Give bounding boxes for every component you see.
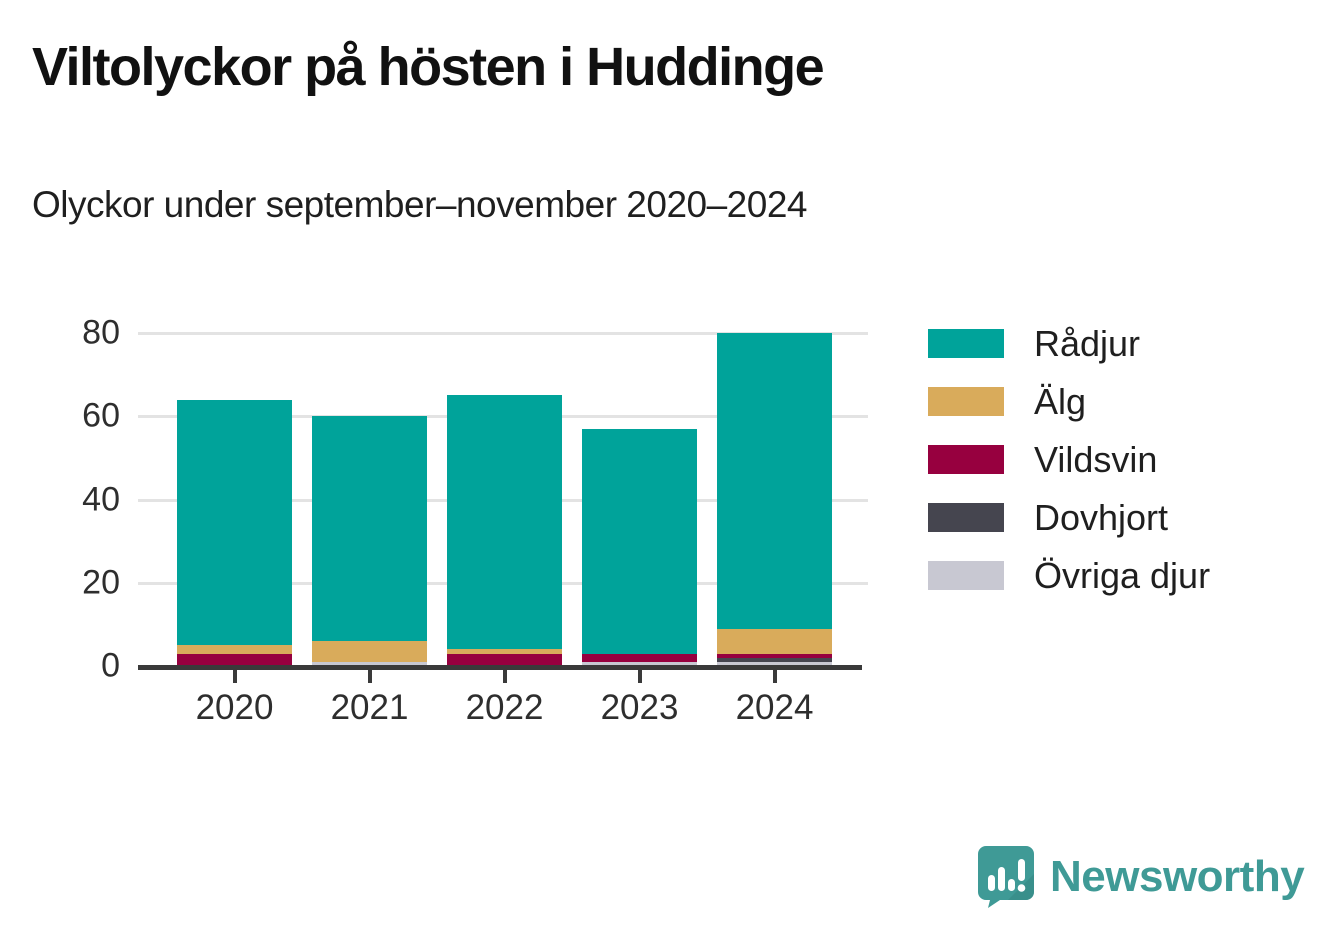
- x-tick-label-2020: 2020: [195, 688, 274, 727]
- x-tick-label-2023: 2023: [600, 688, 679, 727]
- stacked-bar-2022: [447, 395, 562, 666]
- gridline-y80: [138, 332, 868, 335]
- bar-segment-2024-Dovhjort: [717, 657, 832, 662]
- bar-segment-2023-Övriga djur: [582, 661, 697, 666]
- legend-item-Älg: Älg: [928, 381, 1210, 422]
- bar-segment-2023-Rådjur: [582, 428, 697, 654]
- legend-item-Rådjur: Rådjur: [928, 323, 1210, 364]
- bar-segment-2021-Rådjur: [312, 416, 427, 642]
- legend-label: Övriga djur: [1034, 554, 1211, 596]
- legend-swatch: [928, 387, 1004, 416]
- y-tick-label: 40: [82, 480, 120, 518]
- legend-item-Övriga djur: Övriga djur: [928, 555, 1210, 596]
- x-tick: [772, 670, 777, 683]
- newsworthy-logo-text: Newsworthy: [1050, 852, 1305, 901]
- legend-label: Rådjur: [1034, 322, 1141, 364]
- legend-label: Dovhjort: [1034, 496, 1169, 538]
- x-tick-label-2024: 2024: [735, 688, 814, 727]
- y-tick-label: 60: [82, 396, 120, 435]
- bar-segment-2020-Rådjur: [177, 399, 292, 646]
- x-tick: [232, 670, 237, 683]
- bar-segment-2020-Älg: [177, 645, 292, 654]
- x-tick: [637, 670, 642, 683]
- legend-swatch: [928, 561, 1004, 590]
- stacked-bar-2021: [312, 416, 427, 666]
- chart-subtitle: Olyckor under september–november 2020–20…: [32, 184, 808, 225]
- bar-chart: 0 20 40 60 80 2020 2021 2022 2023 2024: [82, 313, 868, 727]
- bar-segment-2020-Vildsvin: [177, 653, 292, 666]
- stacked-bar-2023: [582, 428, 697, 666]
- bar-segment-2023-Vildsvin: [582, 653, 697, 662]
- legend-label: Älg: [1034, 380, 1087, 422]
- x-axis-line: [138, 665, 862, 670]
- legend-label: Vildsvin: [1034, 438, 1158, 480]
- newsworthy-logo-icon: [978, 846, 1034, 908]
- newsworthy-branding: Newsworthy: [978, 846, 1305, 908]
- bar-segment-2022-Älg: [447, 649, 562, 654]
- y-tick-label: 0: [101, 646, 120, 685]
- legend-item-Dovhjort: Dovhjort: [928, 497, 1210, 538]
- chart-legend: Rådjur Älg Vildsvin Dovhjort Övriga djur: [928, 323, 1210, 596]
- bar-segment-2021-Älg: [312, 641, 427, 662]
- chart-title: Viltolyckor på hösten i Huddinge: [32, 37, 825, 97]
- bar-segment-2022-Vildsvin: [447, 653, 562, 666]
- bar-segment-2024-Vildsvin: [717, 653, 832, 658]
- bar-segment-2024-Rådjur: [717, 333, 832, 629]
- bar-segment-2024-Älg: [717, 628, 832, 654]
- x-tick: [367, 670, 372, 683]
- bar-segment-2021-Övriga djur: [312, 661, 427, 666]
- legend-swatch: [928, 445, 1004, 474]
- bar-segment-2022-Rådjur: [447, 395, 562, 650]
- x-tick-label-2021: 2021: [330, 688, 409, 727]
- bar-segment-2024-Övriga djur: [717, 661, 832, 666]
- x-tick-label-2022: 2022: [465, 688, 544, 727]
- y-tick-label: 20: [82, 563, 120, 602]
- plot-area: [138, 332, 868, 666]
- legend-swatch: [928, 329, 1004, 358]
- legend-swatch: [928, 503, 1004, 532]
- y-tick-label: 80: [82, 313, 120, 352]
- legend-item-Vildsvin: Vildsvin: [928, 439, 1210, 480]
- stacked-bar-2024: [717, 333, 832, 666]
- x-tick: [502, 670, 507, 683]
- stacked-bar-2020: [177, 399, 292, 666]
